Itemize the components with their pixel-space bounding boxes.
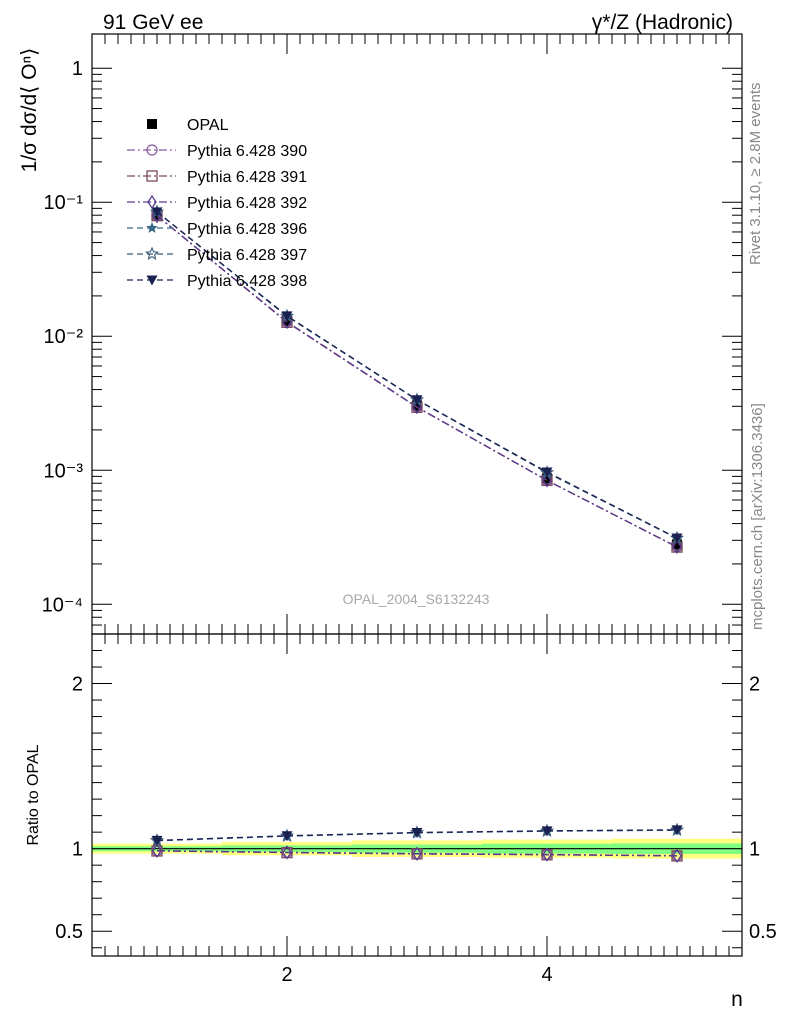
legend-entry: OPAL [147, 117, 229, 134]
ratio-data-point [671, 825, 683, 836]
legend-label: Pythia 6.428 391 [187, 169, 307, 186]
x-axis-label: n [731, 988, 743, 1011]
legend-label: Pythia 6.428 397 [187, 247, 307, 264]
main-y-tick-label: 10⁻³ [44, 460, 84, 482]
main-y-tick-label: 1 [72, 58, 83, 80]
legend-label: Pythia 6.428 396 [187, 221, 307, 238]
analysis-watermark: OPAL_2004_S6132243 [343, 591, 490, 607]
ratio-y-tick-label-right: 0.5 [749, 921, 777, 943]
ratio-series-line [156, 850, 678, 857]
ratio-plot-frame [91, 633, 743, 957]
legend-label: Pythia 6.428 392 [187, 195, 307, 212]
ratio-data-point [152, 843, 162, 858]
ratio-data-point [412, 846, 422, 861]
legend-marker [146, 222, 158, 233]
ratio-y-tick-label-left: 2 [72, 674, 83, 696]
legend-label: OPAL [187, 117, 229, 134]
ratio-data-point [411, 827, 423, 838]
main-axis-ticks: 1 10⁻¹ 10⁻² 10⁻³ 10⁻⁴ [42, 34, 742, 635]
ratio-series-2 [152, 843, 682, 863]
main-series-line [156, 215, 678, 548]
ratio-y-tick-label-left: 1 [72, 839, 83, 861]
ratio-axis-ticks: 0.5 0.5 1 1 2 2 2 4 [55, 634, 777, 986]
x-tick-label: 2 [281, 964, 292, 986]
ratio-data-point [282, 845, 292, 860]
legend-marker [146, 144, 158, 156]
legend-entry: Pythia 6.428 390 [127, 143, 307, 160]
ratio-data-point [151, 835, 163, 846]
legend-marker [146, 275, 158, 286]
main-data-point [151, 207, 163, 218]
main-series-group [149, 204, 685, 555]
legend-marker [147, 194, 157, 210]
main-series-line [156, 215, 678, 548]
main-data-point [281, 311, 293, 322]
legend-entry: Pythia 6.428 391 [127, 169, 307, 186]
main-y-tick-label: 10⁻⁴ [42, 594, 83, 616]
legend-marker [147, 119, 157, 129]
main-data-point [411, 395, 423, 406]
ratio-y-tick-label-left: 0.5 [55, 921, 83, 943]
main-y-tick-label: 10⁻¹ [44, 192, 84, 214]
legend-entry: Pythia 6.428 396 [127, 221, 307, 238]
ratio-data-point [281, 831, 293, 842]
legend: OPAL Pythia 6.428 390 Pythia 6.428 391 Pyth… [127, 117, 307, 290]
ratio-y-axis-label: Ratio to OPAL [25, 744, 42, 845]
ratio-data-point [542, 847, 552, 862]
header-right-label: γ*/Z (Hadronic) [592, 11, 733, 34]
legend-marker [144, 246, 160, 261]
main-y-tick-label: 10⁻² [44, 326, 84, 348]
ratio-series-5 [151, 825, 683, 846]
main-series-line [156, 215, 678, 548]
ratio-data-point [541, 826, 553, 837]
x-tick-label: 4 [541, 964, 552, 986]
legend-marker [146, 170, 158, 182]
legend-entry: Pythia 6.428 392 [127, 194, 307, 212]
ratio-y-tick-label-right: 2 [749, 674, 760, 696]
legend-entry: Pythia 6.428 397 [127, 246, 307, 264]
main-data-point [672, 539, 682, 550]
header-left-label: 91 GeV ee [103, 11, 203, 34]
rivet-version-label: Rivet 3.1.10, ≥ 2.8M events [747, 83, 764, 266]
mcplots-label: mcplots.cern.ch [arXiv:1306.3436] [749, 403, 766, 630]
main-y-axis-label: 1/σ dσ/d⟨ Oⁿ⟩ [18, 48, 41, 173]
main-data-point [671, 533, 683, 544]
main-data-point [412, 399, 422, 415]
legend-label: Pythia 6.428 398 [187, 273, 307, 290]
main-series-6 [151, 207, 683, 544]
ratio-series-group [149, 822, 685, 863]
main-data-point [542, 473, 552, 488]
main-data-point [412, 400, 422, 411]
legend-label: Pythia 6.428 390 [187, 143, 307, 160]
legend-entry: Pythia 6.428 398 [127, 273, 307, 290]
main-data-point [672, 539, 682, 555]
main-data-point [541, 467, 553, 478]
ratio-y-tick-label-right: 1 [749, 839, 760, 861]
ratio-data-point [672, 848, 682, 863]
main-data-point [542, 473, 552, 484]
